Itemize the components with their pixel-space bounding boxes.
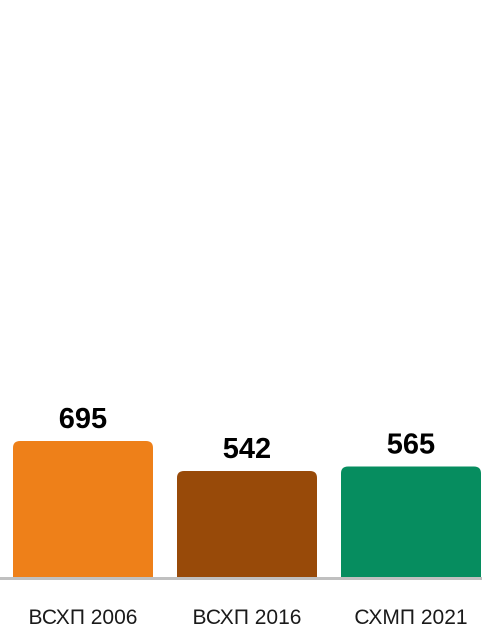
category-label-3: СХМП 2021 [354,606,467,629]
bars-group [13,441,481,577]
bar-1 [13,441,153,577]
category-label-2: ВСХП 2016 [193,606,302,629]
bar-3 [341,466,481,577]
value-label-2: 542 [223,433,271,465]
value-labels-group: 695 542 565 [59,403,435,465]
value-label-1: 695 [59,403,107,435]
category-labels-group: ВСХП 2006 ВСХП 2016 СХМП 2021 [29,606,468,629]
x-axis-baseline [0,577,482,580]
value-label-3: 565 [387,428,435,460]
bar-2 [177,470,317,577]
category-label-1: ВСХП 2006 [29,606,138,629]
